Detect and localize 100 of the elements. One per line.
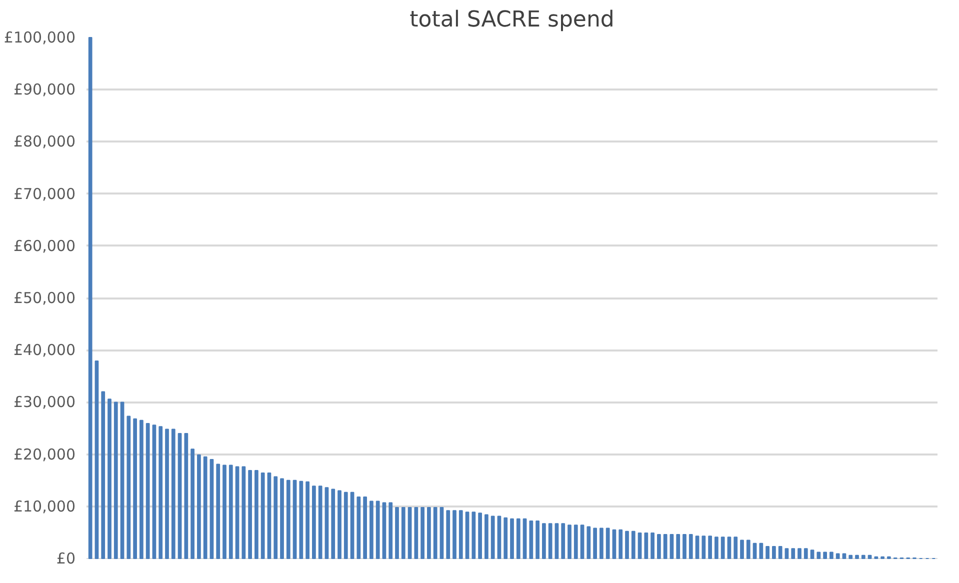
bar — [210, 459, 214, 559]
bar — [382, 502, 386, 559]
bar — [618, 529, 623, 559]
bar — [644, 532, 648, 559]
bar — [152, 424, 156, 559]
bar — [440, 506, 444, 559]
bar — [114, 402, 118, 559]
bar — [714, 536, 718, 559]
bar — [574, 524, 578, 559]
bar — [606, 528, 610, 559]
bar — [504, 517, 508, 559]
bar — [766, 546, 770, 559]
bar — [702, 536, 706, 559]
bar — [612, 529, 616, 559]
bar — [804, 548, 808, 559]
bar — [836, 553, 840, 559]
bar — [401, 506, 406, 559]
y-tick-label: £50,000 — [13, 289, 76, 307]
bar — [408, 506, 412, 559]
bar — [600, 528, 604, 559]
y-tick-label: £80,000 — [13, 132, 76, 151]
bar — [676, 534, 680, 559]
bar — [286, 480, 290, 559]
bar — [778, 546, 782, 559]
bar — [554, 523, 559, 559]
y-tick-label: £0 — [56, 550, 76, 568]
bar — [324, 487, 329, 559]
bar — [88, 37, 92, 559]
bar — [274, 476, 278, 559]
bar — [490, 516, 495, 559]
bar — [625, 530, 629, 559]
bar — [395, 506, 399, 559]
bar — [120, 402, 124, 559]
bar — [720, 536, 725, 559]
bar — [414, 506, 418, 559]
bar — [657, 534, 661, 559]
bar — [126, 416, 131, 559]
bar — [868, 554, 872, 559]
bar — [433, 506, 438, 559]
bar — [510, 518, 514, 559]
bar — [497, 516, 502, 559]
bar — [568, 524, 572, 559]
bar — [759, 542, 764, 559]
bar — [350, 492, 354, 559]
bar — [593, 528, 597, 559]
bar — [695, 536, 700, 559]
bar — [146, 423, 150, 559]
bar — [197, 454, 201, 559]
bar — [458, 510, 463, 559]
bar — [855, 554, 859, 559]
bar — [254, 470, 258, 559]
bar — [670, 534, 674, 559]
bar — [516, 518, 520, 559]
bar — [682, 534, 686, 559]
bar — [708, 536, 712, 559]
bar — [529, 520, 534, 559]
bar — [810, 550, 814, 559]
bar — [338, 490, 342, 559]
bar — [542, 523, 546, 559]
bar — [318, 486, 322, 559]
bar — [446, 510, 450, 559]
bar — [734, 536, 738, 559]
bar — [772, 546, 776, 559]
bar — [478, 512, 482, 559]
bar — [663, 534, 668, 559]
y-tick-label: £100,000 — [4, 28, 76, 46]
bar — [101, 391, 106, 559]
bar — [140, 420, 144, 559]
bar — [472, 512, 476, 559]
bar — [312, 486, 316, 559]
bar — [740, 540, 744, 559]
bar — [344, 492, 348, 559]
bar — [522, 518, 527, 559]
y-tick-label: £10,000 — [13, 497, 76, 516]
bar — [848, 554, 853, 559]
bar — [376, 500, 380, 559]
bar — [823, 552, 827, 559]
bar — [586, 526, 591, 559]
y-tick-label: £70,000 — [13, 184, 76, 203]
bar — [356, 496, 361, 559]
bar — [427, 506, 431, 559]
y-tick-label: £40,000 — [13, 341, 76, 360]
bar — [178, 432, 182, 559]
y-tick-label: £60,000 — [13, 236, 76, 255]
bar — [830, 552, 834, 559]
bar — [203, 456, 208, 559]
y-tick-label: £20,000 — [13, 445, 76, 464]
bar — [171, 428, 176, 559]
bar — [242, 466, 246, 559]
bar — [861, 554, 866, 559]
bar — [548, 523, 552, 559]
bar — [248, 470, 252, 559]
bar — [280, 478, 284, 559]
bar — [216, 464, 220, 559]
bar — [727, 536, 732, 559]
bar — [580, 524, 584, 559]
bar — [784, 548, 789, 559]
bar — [370, 500, 374, 559]
bar — [184, 432, 188, 559]
bar — [267, 472, 272, 559]
